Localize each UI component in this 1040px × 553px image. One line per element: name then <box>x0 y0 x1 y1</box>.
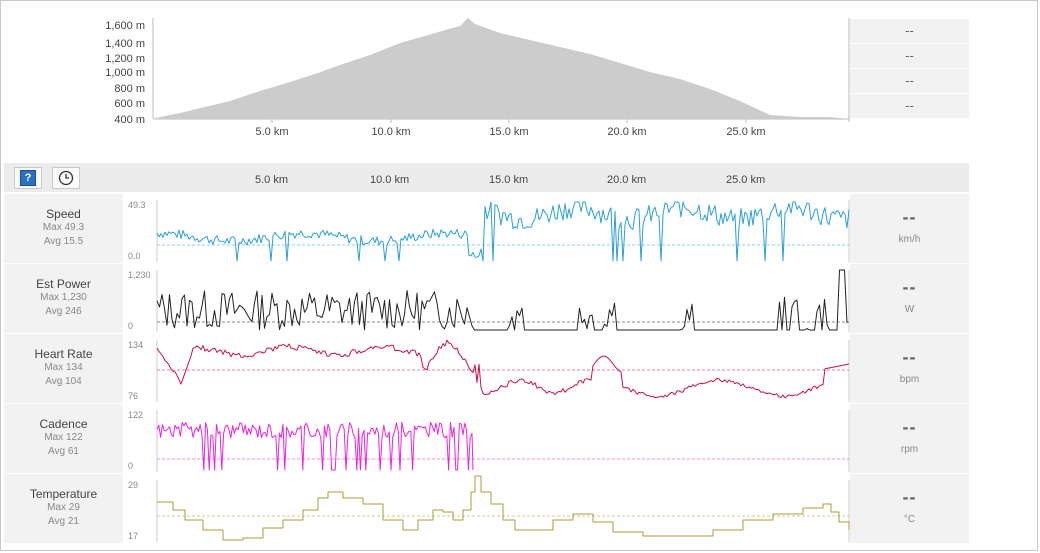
y-min-label: 17 <box>128 531 138 541</box>
time-axis-button[interactable] <box>52 167 80 189</box>
temperature-plot[interactable]: 29 17 <box>123 474 850 543</box>
y-max-label: 134 <box>128 340 143 350</box>
power-row: Est Power Max 1,230 Avg 246 1,230 0 -- W <box>4 264 969 333</box>
y-max-label: 49.3 <box>128 200 146 210</box>
power-plot[interactable]: 1,230 0 <box>123 264 850 333</box>
y-max-label: 1,230 <box>128 270 151 280</box>
y-min-label: 76 <box>128 391 138 401</box>
metric-readout: -- °C <box>850 474 969 543</box>
metric-title: Cadence <box>39 417 88 431</box>
metric-avg: Avg 61 <box>48 446 79 457</box>
metric-max: Max 122 <box>44 432 83 443</box>
x-tick-label: 15.0 km <box>489 174 529 186</box>
y-min-label: 0.0 <box>128 251 141 261</box>
question-icon: ? <box>20 170 36 186</box>
x-tick-label: 20.0 km <box>607 174 647 186</box>
y-tick-label: 600 m <box>114 98 145 110</box>
metric-value: -- <box>902 487 917 507</box>
elevation-chart: 1,600 m 1,400 m 1,200 m 1,000 m 800 m 600 m 40… <box>105 18 850 138</box>
metric-max: Max 1,230 <box>40 292 87 303</box>
elevation-stat: -- <box>850 69 969 93</box>
heart-rate-row: Heart Rate Max 134 Avg 104 134 76 -- bpm <box>4 334 969 403</box>
metric-avg: Avg 15.5 <box>43 236 84 247</box>
metric-title: Speed <box>46 207 81 221</box>
metric-max: Max 134 <box>44 362 83 373</box>
metric-label: Heart Rate Max 134 Avg 104 <box>4 334 123 403</box>
metric-avg: Avg 246 <box>45 306 82 317</box>
metric-label: Cadence Max 122 Avg 61 <box>4 404 123 473</box>
metric-avg: Avg 104 <box>45 376 82 387</box>
x-tick-label: 10.0 km <box>371 126 410 138</box>
x-tick-label: 15.0 km <box>489 126 528 138</box>
cadence-row: Cadence Max 122 Avg 61 122 0 -- rpm <box>4 404 969 473</box>
metric-max: Max 29 <box>47 502 80 513</box>
x-tick-label: 20.0 km <box>607 126 646 138</box>
elevation-stat: -- <box>850 19 969 43</box>
y-tick-label: 1,600 m <box>105 20 145 32</box>
y-min-label: 0 <box>128 321 133 331</box>
y-max-label: 29 <box>128 480 138 490</box>
y-max-label: 122 <box>128 410 143 420</box>
y-tick-label: 1,400 m <box>105 38 145 50</box>
y-min-label: 0 <box>128 461 133 471</box>
speed-plot[interactable]: 49.3 0.0 <box>123 194 850 263</box>
metric-title: Temperature <box>29 487 98 501</box>
chart-toolbar: ? 5.0 km 10.0 km 15.0 km 20.0 km 25.0 km <box>4 163 969 192</box>
metric-max: Max 49.3 <box>42 222 85 233</box>
metric-unit: rpm <box>900 444 919 455</box>
metric-unit: °C <box>903 514 916 525</box>
y-tick-label: 800 m <box>114 83 145 95</box>
series-line <box>157 475 850 541</box>
elevation-stat: -- <box>850 44 969 68</box>
metric-label: Est Power Max 1,230 Avg 246 <box>4 264 123 333</box>
metric-readout: -- rpm <box>850 404 969 473</box>
x-tick-label: 5.0 km <box>255 174 289 186</box>
metric-value: -- <box>902 417 917 437</box>
series-line <box>156 339 850 399</box>
heart-rate-plot[interactable]: 134 76 <box>123 334 850 403</box>
help-button[interactable]: ? <box>14 167 42 189</box>
metric-title: Est Power <box>36 277 91 291</box>
y-tick-label: 1,200 m <box>105 53 145 65</box>
temperature-row: Temperature Max 29 Avg 21 29 17 -- °C <box>4 474 969 543</box>
metric-label: Speed Max 49.3 Avg 15.5 <box>4 194 123 263</box>
metric-avg: Avg 21 <box>48 516 79 527</box>
metric-value: -- <box>902 347 917 367</box>
elevation-stat: -- <box>850 94 969 118</box>
series-line <box>156 421 474 471</box>
x-tick-label: 25.0 km <box>726 126 765 138</box>
x-tick-label: 10.0 km <box>370 174 410 186</box>
metric-value: -- <box>902 207 917 227</box>
elevation-stats: -- -- -- -- <box>850 19 969 119</box>
series-line <box>156 269 848 331</box>
metric-title: Heart Rate <box>34 347 93 361</box>
y-tick-label: 1,000 m <box>105 67 145 79</box>
x-tick-label: 25.0 km <box>726 174 766 186</box>
metric-unit: bpm <box>899 374 920 385</box>
metric-readout: -- bpm <box>850 334 969 403</box>
metric-value: -- <box>902 277 917 297</box>
metric-unit: km/h <box>898 234 921 245</box>
x-tick-label: 5.0 km <box>255 126 288 138</box>
speed-row: Speed Max 49.3 Avg 15.5 49.3 0.0 -- km/h <box>4 194 969 263</box>
series-line <box>156 201 850 262</box>
y-tick-label: 400 m <box>114 114 145 126</box>
metric-readout: -- km/h <box>850 194 969 263</box>
elevation-area <box>153 18 849 119</box>
metric-readout: -- W <box>850 264 969 333</box>
metric-label: Temperature Max 29 Avg 21 <box>4 474 123 543</box>
metric-unit: W <box>904 304 915 315</box>
cadence-plot[interactable]: 122 0 <box>123 404 850 473</box>
clock-icon <box>58 170 74 186</box>
